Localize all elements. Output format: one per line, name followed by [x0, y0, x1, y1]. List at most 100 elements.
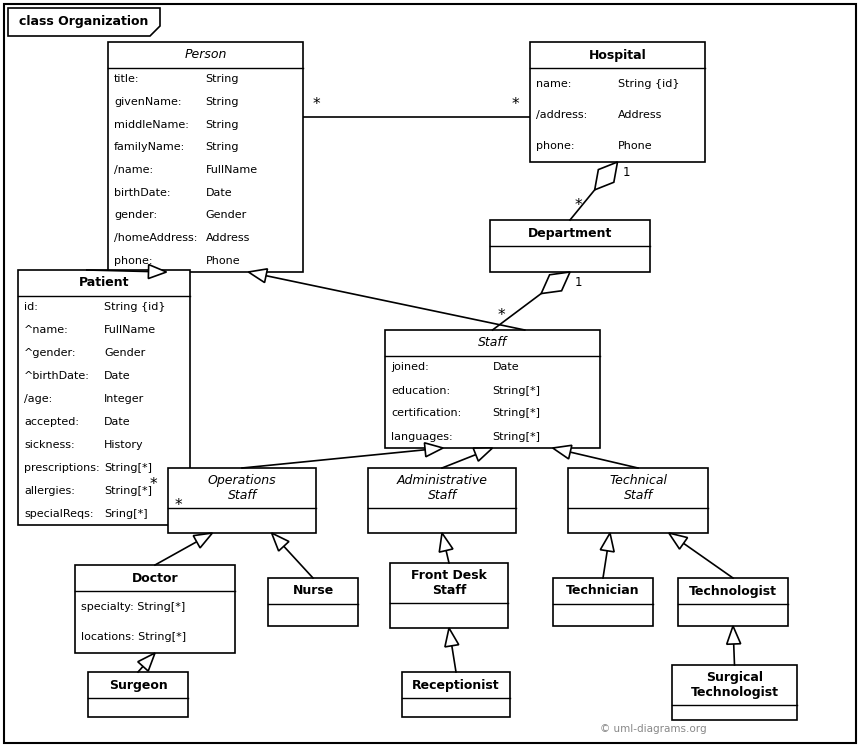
Bar: [402, 672, 510, 717]
Text: String: String: [206, 75, 239, 84]
Bar: [368, 468, 516, 533]
Polygon shape: [249, 269, 267, 282]
Text: String[*]: String[*]: [104, 486, 152, 496]
Text: Date: Date: [104, 371, 131, 381]
Text: String[*]: String[*]: [104, 462, 152, 473]
Text: 1: 1: [623, 166, 630, 179]
Text: ^gender:: ^gender:: [24, 348, 77, 359]
Text: locations: String[*]: locations: String[*]: [81, 633, 186, 642]
Text: languages:: languages:: [391, 432, 452, 441]
Text: Gender: Gender: [206, 211, 247, 220]
Text: /name:: /name:: [114, 165, 153, 175]
Text: Surgical
Technologist: Surgical Technologist: [691, 671, 778, 699]
Bar: [168, 468, 316, 533]
Text: Doctor: Doctor: [132, 571, 178, 584]
Text: title:: title:: [114, 75, 139, 84]
Text: gender:: gender:: [114, 211, 157, 220]
Bar: [530, 42, 705, 162]
Text: Staff: Staff: [478, 336, 507, 350]
Polygon shape: [425, 443, 443, 456]
Text: education:: education:: [391, 385, 450, 395]
Bar: [553, 578, 653, 626]
Text: Operations
Staff: Operations Staff: [207, 474, 276, 502]
Text: Technical
Staff: Technical Staff: [609, 474, 667, 502]
Polygon shape: [541, 272, 570, 294]
Polygon shape: [727, 626, 740, 644]
Text: /homeAddress:: /homeAddress:: [114, 233, 198, 243]
Polygon shape: [600, 533, 614, 552]
Polygon shape: [669, 533, 687, 549]
Bar: [108, 42, 303, 272]
Text: Receptionist: Receptionist: [412, 678, 500, 692]
Bar: [268, 578, 358, 626]
Text: Nurse: Nurse: [292, 584, 334, 598]
Text: Administrative
Staff: Administrative Staff: [396, 474, 488, 502]
Text: Front Desk
Staff: Front Desk Staff: [411, 569, 487, 597]
Text: birthDate:: birthDate:: [114, 187, 170, 198]
Text: Surgeon: Surgeon: [108, 678, 168, 692]
Text: © uml-diagrams.org: © uml-diagrams.org: [600, 724, 707, 734]
Text: String: String: [206, 143, 239, 152]
Bar: [75, 565, 235, 653]
Bar: [18, 270, 190, 525]
Text: String {id}: String {id}: [104, 303, 165, 312]
Text: *: *: [313, 97, 321, 112]
Polygon shape: [138, 653, 155, 671]
Text: Phone: Phone: [617, 141, 652, 152]
Polygon shape: [148, 264, 167, 279]
Text: String {id}: String {id}: [617, 78, 679, 89]
Text: ^name:: ^name:: [24, 326, 69, 335]
Text: specialty: String[*]: specialty: String[*]: [81, 601, 185, 612]
Text: name:: name:: [536, 78, 571, 89]
Text: Department: Department: [528, 226, 612, 240]
Bar: [568, 468, 708, 533]
Text: middleName:: middleName:: [114, 120, 189, 130]
Text: 1: 1: [575, 276, 582, 289]
Text: id:: id:: [24, 303, 38, 312]
Text: accepted:: accepted:: [24, 417, 79, 427]
Polygon shape: [445, 628, 458, 647]
Text: History: History: [104, 440, 144, 450]
Text: Phone: Phone: [206, 255, 240, 266]
Text: givenName:: givenName:: [114, 97, 181, 107]
Text: *: *: [575, 198, 582, 213]
Text: Date: Date: [493, 362, 519, 373]
Text: sickness:: sickness:: [24, 440, 75, 450]
Polygon shape: [194, 533, 212, 548]
Text: familyName:: familyName:: [114, 143, 185, 152]
Bar: [390, 563, 508, 628]
Text: Person: Person: [184, 49, 227, 61]
Text: *: *: [150, 477, 157, 492]
Text: class Organization: class Organization: [19, 16, 149, 28]
Bar: [490, 220, 650, 272]
Polygon shape: [473, 448, 493, 461]
Text: joined:: joined:: [391, 362, 429, 373]
Text: specialReqs:: specialReqs:: [24, 509, 94, 518]
Text: *: *: [175, 498, 182, 513]
Text: Date: Date: [206, 187, 232, 198]
Bar: [385, 330, 600, 448]
Text: /age:: /age:: [24, 394, 52, 404]
Text: Address: Address: [617, 110, 662, 120]
Text: String: String: [206, 97, 239, 107]
Text: Technologist: Technologist: [689, 584, 777, 598]
Text: FullName: FullName: [104, 326, 157, 335]
Text: phone:: phone:: [114, 255, 152, 266]
Text: String[*]: String[*]: [493, 432, 540, 441]
Polygon shape: [272, 533, 289, 551]
Text: Hospital: Hospital: [588, 49, 647, 61]
Text: Gender: Gender: [104, 348, 145, 359]
Polygon shape: [553, 445, 572, 459]
Text: *: *: [512, 97, 519, 112]
Text: Patient: Patient: [79, 276, 129, 290]
Text: certification:: certification:: [391, 409, 461, 418]
Text: String[*]: String[*]: [493, 385, 540, 395]
Bar: [88, 672, 188, 717]
Text: prescriptions:: prescriptions:: [24, 462, 100, 473]
Text: String[*]: String[*]: [493, 409, 540, 418]
Text: /address:: /address:: [536, 110, 587, 120]
Text: String: String: [206, 120, 239, 130]
Text: allergies:: allergies:: [24, 486, 75, 496]
Text: Integer: Integer: [104, 394, 144, 404]
Text: *: *: [497, 308, 505, 323]
